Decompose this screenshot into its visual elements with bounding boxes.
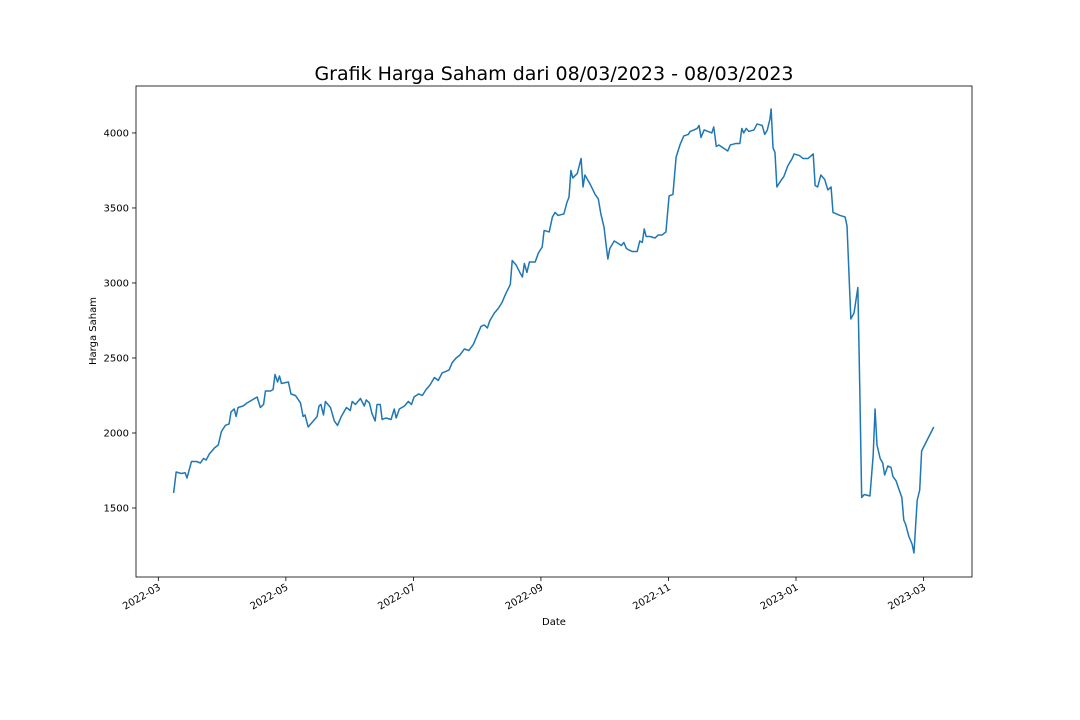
x-tick-label: 2023-01: [759, 582, 801, 612]
y-tick-label: 1500: [104, 503, 129, 514]
y-tick-label: 2500: [104, 353, 129, 364]
x-tick-label: 2022-11: [631, 582, 673, 612]
y-axis-label: Harga Saham: [88, 297, 99, 365]
y-tick-label: 3500: [104, 203, 129, 214]
price-line: [172, 108, 935, 554]
x-tick-label: 2023-03: [886, 582, 928, 612]
x-tick-label: 2022-09: [504, 582, 546, 612]
x-axis-label: Date: [542, 617, 566, 628]
plot-frame: [135, 85, 973, 578]
x-tick-label: 2022-07: [376, 582, 418, 612]
y-tick-label: 2000: [104, 428, 129, 439]
y-tick-label: 4000: [104, 128, 129, 139]
y-tick-label: 3000: [104, 278, 129, 289]
chart-title: Grafik Harga Saham dari 08/03/2023 - 08/…: [314, 63, 793, 85]
x-tick-label: 2022-03: [121, 582, 163, 612]
x-tick-label: 2022-05: [249, 582, 291, 612]
